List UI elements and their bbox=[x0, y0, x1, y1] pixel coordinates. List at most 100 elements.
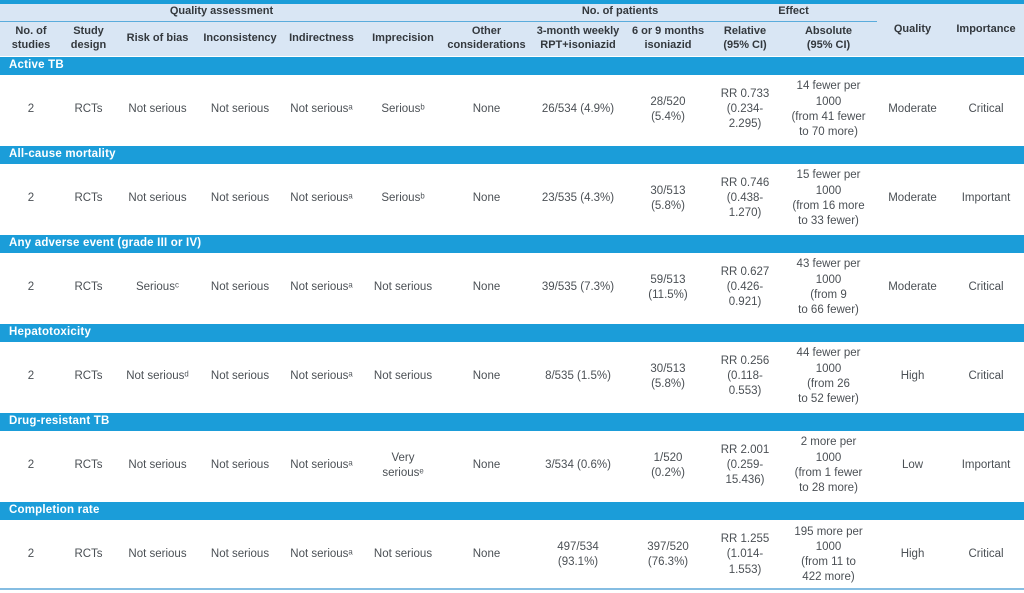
cell-absolute-effect: 14 fewer per 1000 (from 41 fewer to 70 m… bbox=[780, 75, 878, 145]
header-absolute-effect: Absolute (95% CI) bbox=[780, 21, 878, 56]
cell-inconsistency: Not serious bbox=[200, 342, 280, 412]
header-relative-effect: Relative (95% CI) bbox=[710, 21, 781, 56]
cell-relative-effect: RR 1.255 (1.014- 1.553) bbox=[710, 520, 781, 590]
cell-indirectness: Not seriousᵃ bbox=[280, 75, 363, 145]
cell-absolute-effect: 15 fewer per 1000 (from 16 more to 33 fe… bbox=[780, 164, 878, 234]
cell-patients-isoniazid: 30/513 (5.8%) bbox=[626, 342, 711, 412]
section-title: Any adverse event (grade III or IV) bbox=[0, 233, 1024, 253]
cell-indirectness: Not seriousᵃ bbox=[280, 520, 363, 590]
cell-risk-of-bias: Seriousᶜ bbox=[115, 253, 200, 323]
cell-risk-of-bias: Not seriousᵈ bbox=[115, 342, 200, 412]
cell-patients-isoniazid: 59/513 (11.5%) bbox=[626, 253, 711, 323]
header-inconsistency: Inconsistency bbox=[200, 21, 280, 56]
cell-patients-isoniazid: 28/520 (5.4%) bbox=[626, 75, 711, 145]
cell-patients-rpt-isoniazid: 39/535 (7.3%) bbox=[530, 253, 626, 323]
header-importance: Importance bbox=[948, 2, 1024, 56]
cell-relative-effect: RR 0.256 (0.118- 0.553) bbox=[710, 342, 781, 412]
section-title: Active TB bbox=[0, 55, 1024, 75]
cell-indirectness: Not seriousᵃ bbox=[280, 431, 363, 501]
cell-patients-rpt-isoniazid: 8/535 (1.5%) bbox=[530, 342, 626, 412]
cell-no-of-studies: 2 bbox=[0, 164, 62, 234]
table-row: 2 RCTs Not serious Not serious Not seriousᵃ S… bbox=[0, 75, 1024, 145]
section-bar: Drug-resistant TB bbox=[0, 411, 1024, 431]
cell-risk-of-bias: Not serious bbox=[115, 164, 200, 234]
header-group-spacer bbox=[443, 2, 530, 22]
cell-study-design: RCTs bbox=[62, 342, 115, 412]
header-group-row: Quality assessment No. of patients Effec… bbox=[0, 2, 1024, 56]
cell-patients-rpt-isoniazid: 26/534 (4.9%) bbox=[530, 75, 626, 145]
table-header: Quality assessment No. of patients Effec… bbox=[0, 2, 1024, 56]
table-row: 2 RCTs Seriousᶜ Not serious Not seriousᵃ Not … bbox=[0, 253, 1024, 323]
cell-inconsistency: Not serious bbox=[200, 520, 280, 590]
header-quality: Quality bbox=[877, 2, 949, 56]
cell-imprecision: Not serious bbox=[363, 253, 443, 323]
cell-importance: Critical bbox=[948, 253, 1024, 323]
header-no-of-studies: No. of studies bbox=[0, 21, 62, 56]
cell-risk-of-bias: Not serious bbox=[115, 520, 200, 590]
header-other-considerations: Other considerations bbox=[443, 21, 530, 56]
cell-patients-rpt-isoniazid: 3/534 (0.6%) bbox=[530, 431, 626, 501]
section-title: Hepatotoxicity bbox=[0, 322, 1024, 342]
header-imprecision: Imprecision bbox=[363, 21, 443, 56]
cell-no-of-studies: 2 bbox=[0, 520, 62, 590]
cell-quality: High bbox=[877, 342, 949, 412]
cell-other-considerations: None bbox=[443, 75, 530, 145]
cell-patients-isoniazid: 30/513 (5.8%) bbox=[626, 164, 711, 234]
table-row: 2 RCTs Not serious Not serious Not seriousᵃ V… bbox=[0, 431, 1024, 501]
cell-relative-effect: RR 0.627 (0.426- 0.921) bbox=[710, 253, 781, 323]
section-bar: Any adverse event (grade III or IV) bbox=[0, 233, 1024, 253]
cell-patients-rpt-isoniazid: 497/534 (93.1%) bbox=[530, 520, 626, 590]
cell-absolute-effect: 44 fewer per 1000 (from 26 to 52 fewer) bbox=[780, 342, 878, 412]
cell-importance: Critical bbox=[948, 342, 1024, 412]
cell-relative-effect: RR 2.001 (0.259- 15.436) bbox=[710, 431, 781, 501]
cell-quality: Moderate bbox=[877, 75, 949, 145]
cell-patients-rpt-isoniazid: 23/535 (4.3%) bbox=[530, 164, 626, 234]
cell-quality: High bbox=[877, 520, 949, 590]
header-patients-isoniazid: 6 or 9 months isoniazid bbox=[626, 21, 711, 56]
cell-patients-isoniazid: 397/520 (76.3%) bbox=[626, 520, 711, 590]
table-bottom-rule bbox=[0, 588, 1024, 590]
cell-no-of-studies: 2 bbox=[0, 75, 62, 145]
cell-risk-of-bias: Not serious bbox=[115, 75, 200, 145]
cell-absolute-effect: 195 more per 1000 (from 11 to 422 more) bbox=[780, 520, 878, 590]
cell-quality: Moderate bbox=[877, 164, 949, 234]
header-group-no-of-patients: No. of patients bbox=[530, 2, 711, 22]
cell-indirectness: Not seriousᵃ bbox=[280, 253, 363, 323]
header-study-design: Study design bbox=[62, 21, 115, 56]
cell-patients-isoniazid: 1/520 (0.2%) bbox=[626, 431, 711, 501]
cell-imprecision: Very seriousᵉ bbox=[363, 431, 443, 501]
section-bar: All-cause mortality bbox=[0, 144, 1024, 164]
cell-imprecision: Not serious bbox=[363, 342, 443, 412]
cell-importance: Important bbox=[948, 164, 1024, 234]
table-row: 2 RCTs Not seriousᵈ Not serious Not seriousᵃ… bbox=[0, 342, 1024, 412]
header-patients-rpt-isoniazid: 3-month weekly RPT+isoniazid bbox=[530, 21, 626, 56]
cell-importance: Critical bbox=[948, 75, 1024, 145]
cell-other-considerations: None bbox=[443, 164, 530, 234]
cell-imprecision: Seriousᵇ bbox=[363, 164, 443, 234]
section-title: All-cause mortality bbox=[0, 144, 1024, 164]
cell-indirectness: Not seriousᵃ bbox=[280, 342, 363, 412]
cell-other-considerations: None bbox=[443, 253, 530, 323]
cell-indirectness: Not seriousᵃ bbox=[280, 164, 363, 234]
cell-other-considerations: None bbox=[443, 520, 530, 590]
cell-imprecision: Not serious bbox=[363, 520, 443, 590]
header-columns-row: No. of studies Study design Risk of bias… bbox=[0, 21, 1024, 56]
cell-inconsistency: Not serious bbox=[200, 431, 280, 501]
table-row: 2 RCTs Not serious Not serious Not seriousᵃ S… bbox=[0, 164, 1024, 234]
cell-study-design: RCTs bbox=[62, 431, 115, 501]
section-bar: Completion rate bbox=[0, 500, 1024, 520]
header-group-quality-assessment: Quality assessment bbox=[0, 2, 443, 22]
cell-study-design: RCTs bbox=[62, 253, 115, 323]
cell-no-of-studies: 2 bbox=[0, 253, 62, 323]
header-risk-of-bias: Risk of bias bbox=[115, 21, 200, 56]
cell-relative-effect: RR 0.733 (0.234- 2.295) bbox=[710, 75, 781, 145]
cell-no-of-studies: 2 bbox=[0, 342, 62, 412]
header-group-effect: Effect bbox=[710, 2, 878, 22]
section-title: Completion rate bbox=[0, 500, 1024, 520]
cell-quality: Moderate bbox=[877, 253, 949, 323]
cell-no-of-studies: 2 bbox=[0, 431, 62, 501]
table-row: 2 RCTs Not serious Not serious Not seriousᵃ N… bbox=[0, 520, 1024, 590]
cell-other-considerations: None bbox=[443, 431, 530, 501]
